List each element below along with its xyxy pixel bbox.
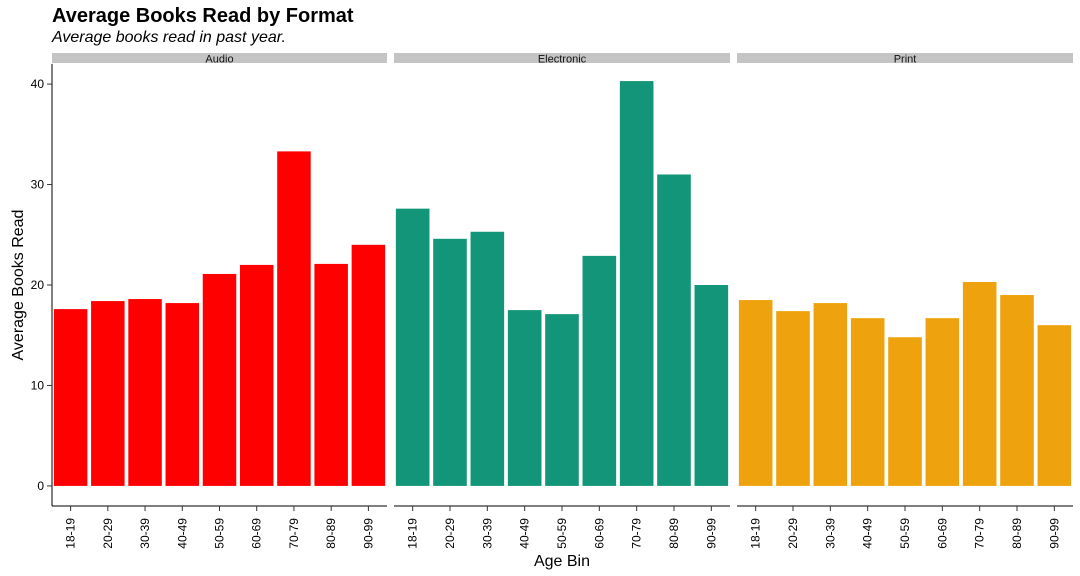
x-tick-label: 90-99: [361, 518, 375, 549]
bar: [314, 263, 348, 486]
x-axis-title: Age Bin: [534, 553, 590, 570]
bar: [470, 231, 505, 486]
x-tick-label: 50-59: [213, 518, 227, 549]
bar: [813, 303, 848, 486]
bar: [433, 238, 467, 486]
x-tick-label: 40-49: [861, 518, 875, 549]
x-tick-label: 90-99: [1047, 518, 1061, 549]
chart-title: Average Books Read by Format: [52, 5, 354, 27]
bar: [619, 81, 654, 486]
x-tick-label: 60-69: [592, 518, 606, 549]
facet-label: Print: [894, 54, 917, 66]
x-tick-label: 18-19: [749, 518, 763, 549]
x-tick-label: 70-79: [973, 518, 987, 549]
x-tick-label: 18-19: [406, 518, 420, 549]
bar: [53, 309, 88, 486]
bar: [128, 299, 162, 486]
y-axis-title: Average Books Read: [10, 210, 27, 361]
bar: [351, 244, 386, 486]
bar: [962, 281, 997, 486]
x-tick-label: 40-49: [518, 518, 532, 549]
x-tick-label: 18-19: [64, 518, 78, 549]
bar: [776, 311, 810, 486]
bar: [91, 301, 125, 486]
x-tick-label: 70-79: [630, 518, 644, 549]
bar: [738, 300, 773, 486]
x-tick-label: 70-79: [287, 518, 301, 549]
x-tick-label: 40-49: [175, 518, 189, 549]
y-tick-label: 20: [31, 278, 45, 292]
bar: [850, 318, 885, 486]
bar: [925, 318, 960, 486]
x-tick-label: 60-69: [935, 518, 949, 549]
x-tick-label: 80-89: [324, 518, 338, 549]
x-tick-label: 80-89: [1010, 518, 1024, 549]
bar: [545, 314, 579, 486]
facet-label: Electronic: [538, 54, 587, 66]
y-tick-label: 30: [31, 178, 45, 192]
x-tick-label: 30-39: [823, 518, 837, 549]
x-tick-label: 30-39: [138, 518, 152, 549]
bar: [202, 273, 237, 486]
x-tick-label: 30-39: [480, 518, 494, 549]
chart-subtitle: Average books read in past year.: [52, 29, 286, 46]
y-tick-label: 0: [37, 479, 44, 493]
facet-strip: [394, 53, 730, 63]
bar: [694, 285, 729, 486]
bar: [1037, 325, 1072, 486]
bar: [888, 337, 922, 486]
x-tick-label: 60-69: [250, 518, 264, 549]
bar: [239, 264, 274, 486]
bar: [165, 303, 200, 486]
x-tick-label: 20-29: [786, 518, 800, 549]
y-tick-label: 10: [31, 378, 45, 392]
x-tick-label: 20-29: [101, 518, 115, 549]
facet-strip: [737, 53, 1073, 63]
bar: [395, 208, 430, 486]
y-tick-label: 40: [31, 77, 45, 91]
facet-strip: [52, 53, 387, 63]
x-tick-label: 80-89: [667, 518, 681, 549]
bar: [507, 310, 542, 486]
bar: [277, 151, 311, 486]
facet-label: Audio: [205, 54, 233, 66]
x-tick-label: 50-59: [898, 518, 912, 549]
x-tick-label: 20-29: [443, 518, 457, 549]
x-tick-label: 90-99: [704, 518, 718, 549]
bar: [1000, 295, 1034, 486]
bar: [582, 255, 617, 486]
bar: [657, 174, 691, 486]
x-tick-label: 50-59: [555, 518, 569, 549]
